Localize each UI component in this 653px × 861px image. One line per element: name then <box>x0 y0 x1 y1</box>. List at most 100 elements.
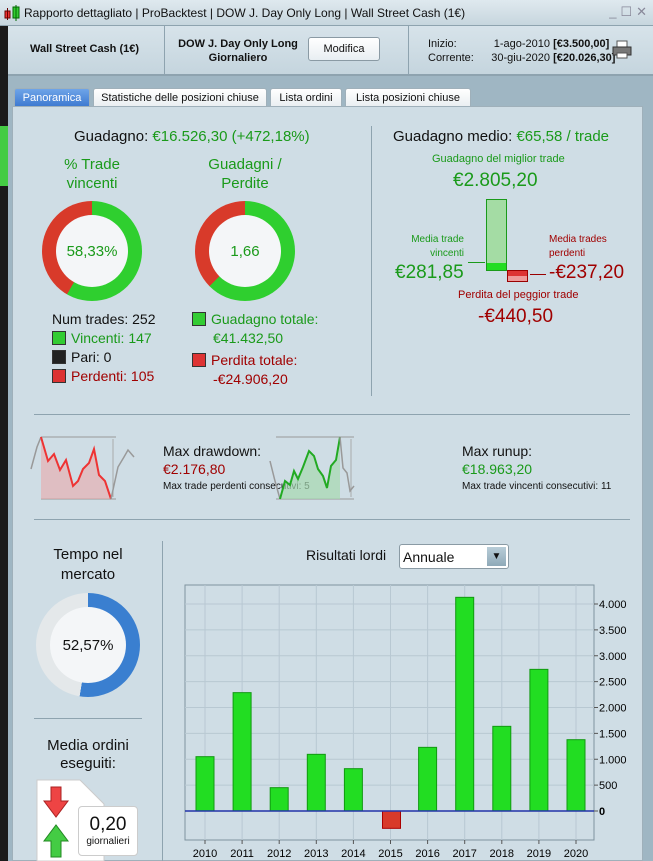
current-value: [€20.026,30] <box>553 52 616 64</box>
win-pct-donut: 58,33% <box>42 201 142 301</box>
bar-2019 <box>529 668 549 812</box>
best-trade-bar <box>486 199 507 271</box>
total-gain: €41.432,50 <box>213 330 284 346</box>
gain-value: €16.526,30 (+472,18%) <box>152 128 310 145</box>
arrow-right-icon <box>468 262 485 263</box>
y-tick-label: 3.500 <box>599 625 627 637</box>
tab-lista-posizioni[interactable]: Lista posizioni chiuse <box>345 88 471 107</box>
worst-trade-bar <box>507 270 528 282</box>
bar-2012 <box>269 787 289 812</box>
tab-panoramica[interactable]: Panoramica <box>14 88 90 107</box>
current-date: 30-giu-2020 <box>491 52 550 64</box>
orders-title: Media ordini <box>47 737 129 754</box>
orders-unit: giornalieri <box>86 836 130 847</box>
y-tick-label: 3.000 <box>599 651 627 663</box>
x-tick-label: 2013 <box>304 848 328 860</box>
drawdown-title: Max drawdown: <box>163 443 262 459</box>
modify-button[interactable]: Modifica <box>308 37 380 61</box>
bar-2017 <box>455 596 475 812</box>
bar-2014 <box>343 768 363 812</box>
avg-gain-value: €65,58 / trade <box>516 128 610 145</box>
losers-swatch <box>52 369 66 383</box>
timeframe: Giornaliero <box>208 52 268 64</box>
instrument-name: Wall Street Cash (1€) <box>30 43 140 55</box>
x-tick-label: 2015 <box>378 848 402 860</box>
worst-trade-label: Perdita del peggior trade <box>458 289 579 301</box>
market-time-value: 52,57% <box>50 607 126 683</box>
avg-loss-value: -€237,20 <box>549 262 625 283</box>
y-tick-label: 4.000 <box>599 599 627 611</box>
x-tick-label: 2017 <box>452 848 476 860</box>
num-trades: Num trades: 252 <box>52 311 156 327</box>
window-controls[interactable]: _☐✕ <box>609 4 651 19</box>
runup-consecutive: Max trade vincenti consecutivi: 11 <box>462 481 612 492</box>
best-trade-label: Guadagno del miglior trade <box>432 153 565 165</box>
total-loss: -€24.906,20 <box>213 371 288 387</box>
drawdown-sparkline <box>30 436 135 500</box>
worst-trade-value: -€440,50 <box>478 306 554 327</box>
app-logo-icon <box>4 5 20 21</box>
bar-2020 <box>566 739 586 812</box>
start-label: Inizio: <box>428 38 457 50</box>
y-tick-label: 2.000 <box>599 703 627 715</box>
x-tick-label: 2018 <box>490 848 514 860</box>
x-tick-label: 2014 <box>341 848 365 860</box>
results-bar-chart: 0 500 1.000 1.500 2.000 2.500 3.000 3.500 4.000 2… <box>184 584 627 860</box>
even-swatch <box>52 350 66 364</box>
runup-sparkline <box>269 436 355 500</box>
win-pct-title: % Trade vincenti <box>64 156 120 192</box>
current-label: Corrente: <box>428 52 474 64</box>
start-value: [€3.500,00] <box>553 38 610 50</box>
print-icon[interactable] <box>612 40 632 60</box>
tab-lista-ordini[interactable]: Lista ordini <box>270 88 342 107</box>
x-tick-label: 2011 <box>230 848 254 860</box>
gain-label: Guadagno: <box>74 128 149 145</box>
background-strip <box>0 26 8 861</box>
avg-loss-label-2: perdenti <box>549 248 586 259</box>
y-tick-label: 1.000 <box>599 754 627 766</box>
win-pct-value: 58,33% <box>56 215 128 287</box>
start-date: 1-ago-2010 <box>493 38 550 50</box>
strategy-name: DOW J. Day Only Long <box>178 38 298 50</box>
avg-gain-label: Guadagno medio: <box>393 128 513 145</box>
y-tick-label: 500 <box>599 780 617 792</box>
x-tick-label: 2016 <box>415 848 439 860</box>
bar-2015 <box>382 810 401 829</box>
total-loss-swatch <box>192 353 206 367</box>
gain-summary: Guadagno: €16.526,30 (+472,18%) <box>74 128 310 145</box>
orders-value: 0,20 <box>89 814 127 835</box>
bar-2016 <box>418 746 438 812</box>
plot-area <box>184 584 595 841</box>
best-trade-value: €2.805,20 <box>453 170 538 191</box>
drawdown-value: €2.176,80 <box>163 461 226 477</box>
avg-win-label: Media trade <box>411 234 464 245</box>
x-tick-label: 2020 <box>564 848 588 860</box>
winners-swatch <box>52 331 66 345</box>
total-gain-label: Guadagno totale: <box>211 311 319 327</box>
x-tick-label: 2019 <box>527 848 551 860</box>
y-tick-label: 0 <box>599 806 605 818</box>
winners: Vincenti: 147 <box>71 330 152 346</box>
market-title-2: mercato <box>60 566 116 583</box>
x-tick-label: 2010 <box>193 848 217 860</box>
avg-win-label-2: vincenti <box>430 248 464 259</box>
window-title: Rapporto dettagliato | ProBacktest | DOW… <box>24 6 466 20</box>
period-select[interactable]: Annuale ▼ <box>399 544 509 569</box>
bar-2011 <box>232 692 252 812</box>
tab-statistiche[interactable]: Statistiche delle posizioni chiuse <box>93 88 267 107</box>
x-tick-label: 2012 <box>267 848 291 860</box>
orders-title-2: eseguiti: <box>60 755 116 772</box>
title-bar: Rapporto dettagliato | ProBacktest | DOW… <box>0 0 653 26</box>
bar-2013 <box>306 753 326 812</box>
drawdown-consecutive: Max trade perdenti consecutivi: 5 <box>163 481 310 492</box>
avg-loss-label: Media trades <box>549 234 607 245</box>
period-selected: Annuale <box>403 549 455 565</box>
report-header: Wall Street Cash (1€) DOW J. Day Only Lo… <box>8 26 653 76</box>
total-gain-swatch <box>192 312 206 326</box>
even: Pari: 0 <box>71 349 112 365</box>
ratio-title: Guadagni / Perdite <box>208 156 282 192</box>
avg-win-value: €281,85 <box>395 262 464 283</box>
runup-title: Max runup: <box>462 443 533 459</box>
bar-2018 <box>492 725 512 812</box>
chevron-down-icon[interactable]: ▼ <box>487 547 506 566</box>
